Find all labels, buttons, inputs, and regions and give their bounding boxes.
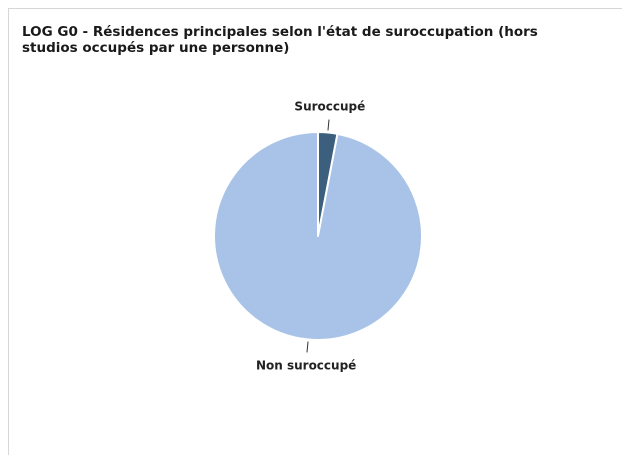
- pie-slices: [213, 131, 424, 341]
- pie-labels: Suroccupé Non suroccupé: [256, 100, 365, 373]
- pie-slice-non-suroccup-[interactable]: [213, 131, 424, 341]
- chart-title: LOG G0 - Résidences principales selon l'…: [22, 24, 538, 56]
- leader-line: [327, 119, 330, 131]
- slice-label: Non suroccupé: [256, 358, 356, 372]
- slice-label: Suroccupé: [294, 100, 365, 114]
- leader-line: [306, 341, 309, 353]
